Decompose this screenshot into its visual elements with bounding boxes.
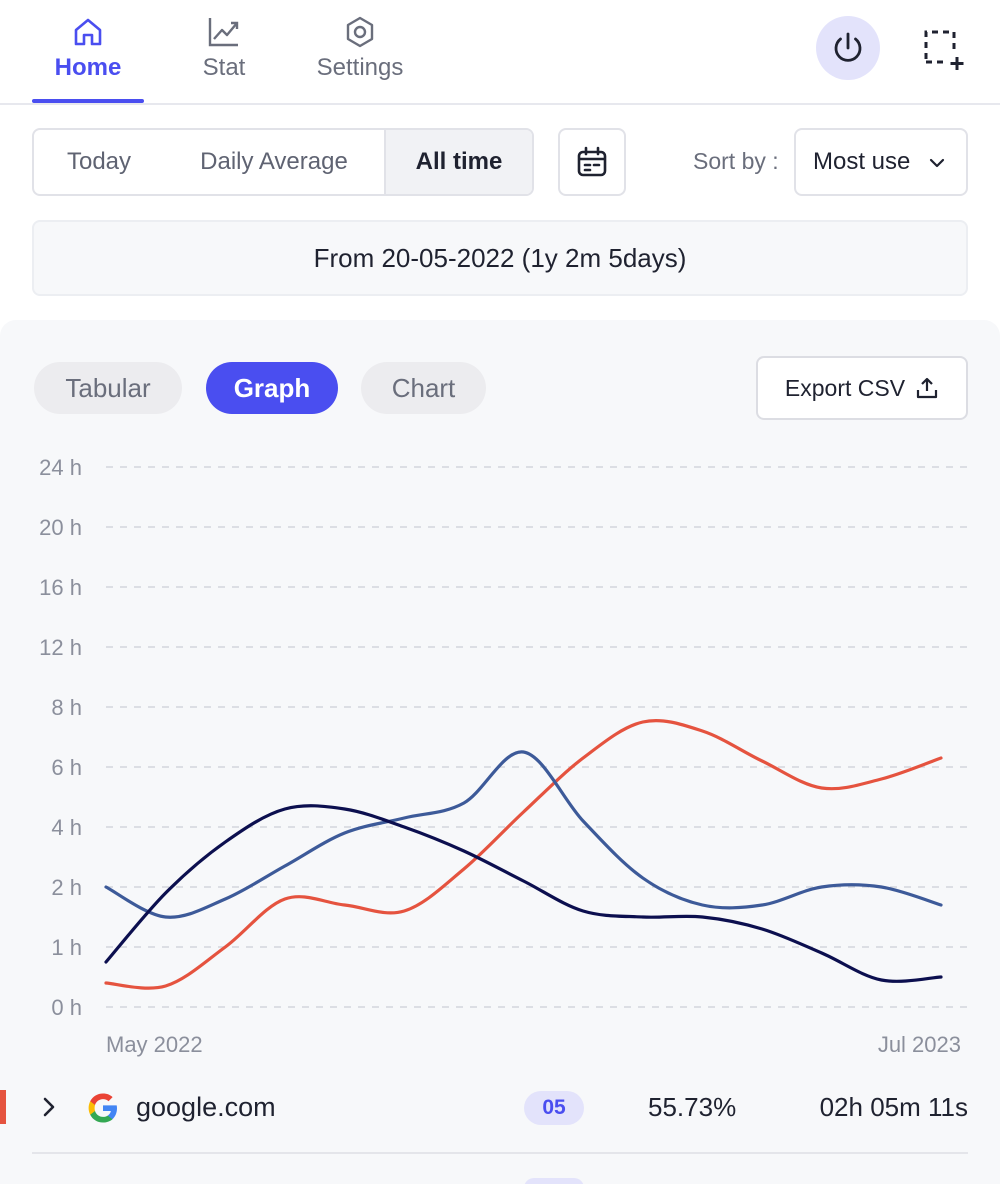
view-tab-tabular[interactable]: Tabular (34, 362, 182, 414)
top-navigation: Home Stat Settings (0, 0, 1000, 105)
series-line-2 (104, 750, 943, 919)
y-tick-label: 20 h (39, 515, 82, 540)
y-tick-label: 4 h (51, 815, 82, 840)
view-tab-chart[interactable]: Chart (361, 362, 486, 414)
tab-home-label: Home (54, 54, 122, 81)
y-tick-label: 1 h (51, 935, 82, 960)
period-daily-average[interactable]: Daily Average (200, 148, 348, 175)
tab-stat[interactable]: Stat (176, 14, 272, 104)
y-tick-label: 12 h (39, 635, 82, 660)
view-tab-graph[interactable]: Graph (206, 362, 338, 414)
y-tick-label: 0 h (51, 995, 82, 1020)
chevron-down-icon (929, 158, 945, 168)
period-today[interactable]: Today (66, 148, 132, 175)
y-tick-label: 24 h (39, 455, 82, 480)
visit-count-badge: 05 (524, 1091, 584, 1125)
period-selector: Today Daily Average All time (32, 128, 534, 196)
content-panel: Tabular Graph Chart Export CSV (0, 320, 1000, 1184)
usage-percent: 55.73% (648, 1092, 737, 1122)
row-color-marker (0, 1090, 6, 1124)
chevron-right-icon[interactable] (38, 1094, 60, 1120)
usage-line-chart: 0 h 1 h 2 h 4 h 6 h 8 h 12 h 16 h 20 h 24 h May 2… (39, 455, 970, 1057)
export-csv-button[interactable]: Export CSV (756, 356, 968, 420)
home-icon (74, 18, 102, 46)
calendar-button[interactable] (558, 128, 626, 196)
table-row[interactable]: google.com 05 55.73% 02h 05m 11s (0, 1072, 1000, 1142)
y-tick-label: 6 h (51, 755, 82, 780)
sort-label: Sort by : (693, 148, 779, 174)
series-line-3 (104, 804, 943, 983)
google-logo-icon (88, 1093, 117, 1123)
power-button[interactable] (816, 16, 880, 80)
date-range-banner: From 20-05-2022 (1y 2m 5days) (32, 220, 968, 296)
next-row-badge (524, 1178, 584, 1184)
upload-icon (916, 377, 938, 399)
capture-button[interactable] (920, 26, 968, 74)
usage-time: 02h 05m 11s (819, 1092, 968, 1122)
sort-select[interactable]: Most use (794, 128, 968, 196)
x-tick-label: Jul 2023 (878, 1032, 961, 1057)
tab-stat-label: Stat (202, 54, 246, 81)
capture-add-icon (924, 30, 964, 70)
calendar-icon (577, 146, 607, 177)
period-all-time[interactable]: All time (384, 130, 532, 194)
y-tick-label: 2 h (51, 875, 82, 900)
sort-value: Most use (813, 148, 911, 175)
x-tick-label: May 2022 (106, 1032, 203, 1057)
y-tick-label: 8 h (51, 695, 82, 720)
gear-icon (346, 16, 374, 48)
tab-settings[interactable]: Settings (306, 14, 414, 104)
power-icon (834, 32, 862, 62)
tab-settings-label: Settings (316, 54, 404, 81)
row-divider (32, 1152, 968, 1154)
active-tab-indicator (32, 99, 144, 103)
chart-line-icon (208, 18, 239, 47)
row-domain: google.com (136, 1092, 276, 1122)
y-tick-label: 16 h (39, 575, 82, 600)
export-csv-label: Export CSV (784, 374, 906, 401)
tab-home[interactable]: Home (32, 14, 144, 104)
series-line-1 (104, 718, 943, 990)
